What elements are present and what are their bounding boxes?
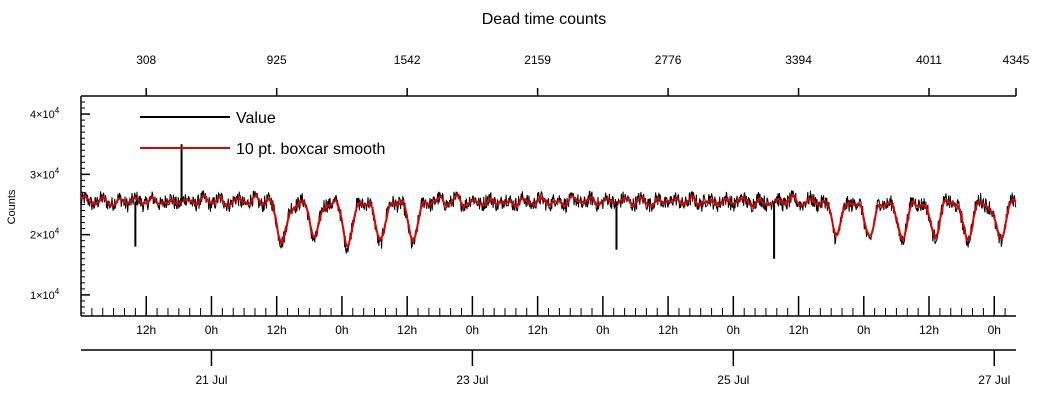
top-axis-tick-label: 925	[267, 53, 287, 67]
hour-axis: 12h 0h 12h 0h 12h 0h 12h 0h 12h 0h 12h 0h 12h 0h	[81, 296, 1016, 337]
hour-tick-label: 12h	[136, 323, 156, 337]
y-tick-exponent: 4	[55, 166, 60, 175]
hour-tick-label: 0h	[727, 323, 740, 337]
date-tick-label: 21 Jul	[195, 373, 227, 387]
top-axis-tick-label: 3394	[785, 53, 812, 67]
y-tick-label: 3×104	[30, 166, 60, 181]
series-line-boxcar-smooth	[80, 192, 1017, 249]
top-axis-tick-label: 308	[136, 53, 156, 67]
legend-label-smooth: 10 pt. boxcar smooth	[236, 141, 385, 158]
y-tick-label: 1×104	[30, 287, 60, 302]
y-tick-exponent: 4	[55, 227, 60, 236]
date-axis: 21 Jul 23 Jul 25 Jul 27 Jul	[81, 349, 1016, 387]
hour-tick-label: 12h	[397, 323, 417, 337]
hour-tick-label: 12h	[789, 323, 809, 337]
hour-tick-label: 0h	[857, 323, 870, 337]
legend: Value 10 pt. boxcar smooth	[140, 110, 385, 158]
y-tick-exponent: 4	[55, 106, 60, 115]
date-tick-label: 25 Jul	[717, 373, 749, 387]
top-axis: 308 925 1542 2159 2776 3394 4011 4345	[81, 53, 1030, 97]
hour-tick-label: 0h	[596, 323, 609, 337]
hour-tick-label: 12h	[528, 323, 548, 337]
top-axis-tick-label: 2159	[524, 53, 551, 67]
hour-tick-label: 12h	[919, 323, 939, 337]
hour-tick-label: 0h	[466, 323, 479, 337]
top-axis-tick-label: 2776	[655, 53, 682, 67]
spike-marks	[134, 144, 776, 259]
hour-tick-label: 12h	[267, 323, 287, 337]
series-line-value	[80, 190, 1017, 254]
top-axis-tick-label: 4345	[1003, 53, 1030, 67]
top-axis-tick-label: 4011	[916, 53, 942, 67]
y-tick-label: 4×104	[30, 106, 60, 121]
hour-tick-label: 0h	[205, 323, 218, 337]
top-axis-tick-label: 1542	[394, 53, 421, 67]
y-tick-exponent: 4	[55, 287, 60, 296]
date-tick-label: 27 Jul	[978, 373, 1010, 387]
legend-label-value: Value	[236, 110, 276, 127]
chart-title: Dead time counts	[482, 11, 607, 28]
hour-tick-label: 0h	[988, 323, 1001, 337]
hour-tick-label: 12h	[658, 323, 678, 337]
y-tick-label: 2×104	[30, 227, 60, 242]
y-axis: 1×104 2×104 3×104 4×104	[30, 95, 90, 316]
hour-tick-label: 0h	[335, 323, 348, 337]
date-tick-label: 23 Jul	[456, 373, 488, 387]
y-axis-label: Counts	[6, 189, 18, 224]
